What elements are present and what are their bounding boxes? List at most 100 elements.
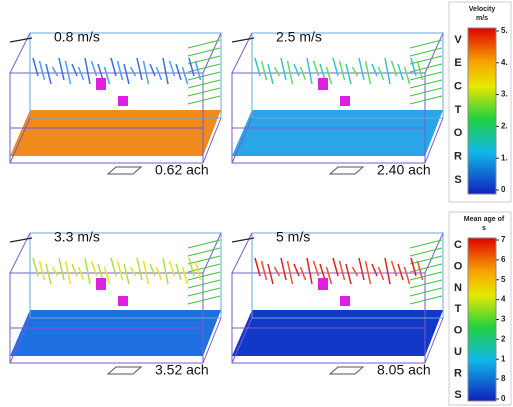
wall-vector bbox=[410, 296, 442, 304]
legend-tick-label: 1. bbox=[501, 153, 508, 162]
legend-title: Velocity bbox=[469, 6, 496, 13]
velocity-vector bbox=[46, 264, 51, 284]
velocity-vector bbox=[268, 264, 273, 284]
wall-vector bbox=[410, 56, 442, 64]
speed-label: 2.5 m/s bbox=[276, 29, 322, 45]
velocity-vector bbox=[118, 61, 123, 80]
legend-letter: T bbox=[455, 104, 462, 116]
floor-contour bbox=[232, 110, 443, 156]
wall-vector bbox=[188, 296, 220, 304]
legend-tick-label: 1 bbox=[501, 354, 506, 363]
velocity-vector bbox=[398, 264, 403, 280]
panel: 0.8 m/s0.62 ach bbox=[10, 29, 221, 178]
legend-letter: N bbox=[454, 282, 462, 294]
velocity-vector bbox=[392, 61, 397, 76]
legend-tick-label: 8 bbox=[501, 374, 506, 383]
velocity-vector bbox=[281, 58, 286, 80]
velocity-vector bbox=[85, 58, 90, 84]
velocity-vector bbox=[398, 64, 403, 80]
inlet bbox=[96, 278, 106, 290]
arrow bbox=[10, 38, 32, 42]
wall-vector bbox=[188, 96, 220, 104]
box-edge bbox=[203, 33, 221, 73]
velocity-vector bbox=[124, 264, 129, 284]
velocity-vector bbox=[92, 261, 97, 276]
legend-letter: C bbox=[454, 81, 462, 93]
ach-label: 8.05 ach bbox=[377, 362, 431, 378]
velocity-vector bbox=[307, 58, 312, 84]
wall-vector bbox=[410, 248, 442, 256]
velocity-vector bbox=[340, 261, 345, 280]
legend-tick-label: 4. bbox=[501, 58, 508, 67]
panel: 2.5 m/s2.40 ach bbox=[232, 29, 443, 178]
velocity-vector bbox=[72, 264, 77, 276]
velocity-vector bbox=[85, 258, 90, 284]
velocity-vector bbox=[353, 67, 358, 76]
wall-vector bbox=[188, 56, 220, 64]
legend-letter: O bbox=[454, 127, 463, 139]
velocity-vector bbox=[92, 61, 97, 76]
velocity-vector bbox=[314, 61, 319, 76]
velocity-vector bbox=[405, 67, 410, 84]
wall-vector bbox=[188, 80, 220, 88]
inlet bbox=[318, 78, 328, 90]
wall-vector bbox=[188, 248, 220, 256]
velocity-vector bbox=[359, 58, 364, 80]
velocity-vector bbox=[372, 64, 377, 76]
legend-letter: E bbox=[454, 57, 461, 69]
wall-vector bbox=[410, 288, 442, 296]
velocity-vector bbox=[46, 64, 51, 84]
source bbox=[340, 96, 350, 106]
inlet bbox=[318, 278, 328, 290]
velocity-vector bbox=[294, 264, 299, 276]
wall-vector bbox=[410, 88, 442, 96]
velocity-vector bbox=[340, 61, 345, 80]
vent-icon bbox=[108, 367, 141, 374]
wall-vector bbox=[410, 280, 442, 288]
box-edge bbox=[425, 233, 443, 273]
speed-label: 5 m/s bbox=[276, 229, 310, 245]
legend-tick-label: 3 bbox=[501, 315, 506, 324]
panel: 5 m/s 8.05 ach bbox=[232, 229, 443, 378]
legend-letter: O bbox=[454, 260, 463, 272]
velocity-vector bbox=[385, 258, 390, 284]
contours-colorbar bbox=[468, 238, 496, 401]
velocity-vector bbox=[59, 58, 64, 80]
velocity-vector bbox=[275, 67, 280, 76]
velocity-vector bbox=[176, 264, 181, 280]
legend-tick-label: 0 bbox=[501, 185, 506, 194]
velocity-vector bbox=[98, 264, 103, 280]
legend-letter: R bbox=[454, 367, 462, 379]
legend-unit: s bbox=[482, 225, 486, 232]
wall-vector bbox=[188, 88, 220, 96]
box-edge bbox=[203, 233, 221, 273]
vent-icon bbox=[108, 167, 141, 174]
velocity-vector bbox=[40, 61, 45, 80]
velocity-vector bbox=[150, 264, 155, 276]
floor-contour bbox=[10, 310, 221, 356]
legend-letter: R bbox=[454, 151, 462, 163]
velocity-vector bbox=[268, 64, 273, 84]
vent-icon bbox=[330, 367, 363, 374]
velocity-vector bbox=[131, 67, 136, 76]
velocity-vector bbox=[163, 58, 168, 84]
legend-tick-label: 5 bbox=[501, 275, 506, 284]
legend-tick-label: 6 bbox=[501, 255, 506, 264]
legend-letter: C bbox=[454, 239, 462, 251]
velocity-vector bbox=[385, 58, 390, 84]
legend-unit: m/s bbox=[476, 15, 488, 22]
velocity-vector bbox=[183, 267, 188, 284]
velocity-vector bbox=[346, 264, 351, 284]
velocity-vector bbox=[163, 258, 168, 284]
panels: 0.8 m/s0.62 ach2.5 m/s2.40 ach 3.3 m/s 3.5… bbox=[10, 29, 443, 378]
velocity-vector bbox=[320, 64, 325, 80]
legends: Velocity m/s Mean age of s VECTORS5.4.3.… bbox=[449, 2, 511, 405]
speed-label: 3.3 m/s bbox=[54, 229, 100, 245]
velocity-vector bbox=[320, 264, 325, 280]
ach-label: 3.52 ach bbox=[155, 362, 209, 378]
vent-icon bbox=[330, 167, 363, 174]
box-edge bbox=[425, 33, 443, 73]
legend-letter: S bbox=[454, 389, 461, 401]
floor-contour bbox=[10, 110, 221, 156]
velocity-vector bbox=[124, 64, 129, 84]
